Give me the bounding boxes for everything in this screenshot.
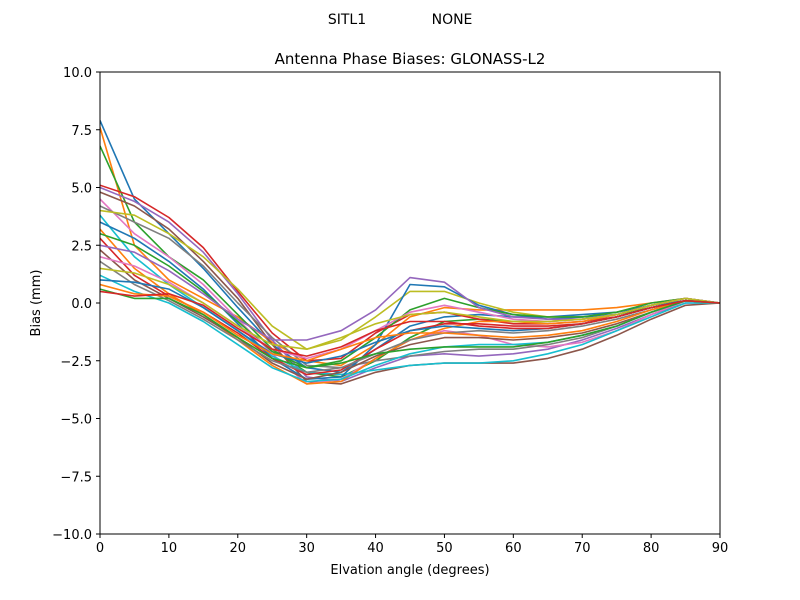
x-tick-label: 60	[505, 541, 522, 556]
y-tick-label: 2.5	[71, 239, 92, 254]
y-tick-label: 10.0	[63, 66, 92, 81]
y-tick-label: 0.0	[71, 297, 92, 312]
series-line-19	[100, 267, 720, 351]
series-line-2	[100, 127, 720, 367]
series-line-23	[100, 288, 720, 369]
x-axis-ticks: 0 10 20 30 40 50 60 70 80 90	[96, 534, 728, 556]
x-tick-label: 90	[712, 541, 729, 556]
series-line-13	[100, 232, 720, 369]
suptitle-right: NONE	[432, 12, 473, 28]
y-tick-label: −10.0	[52, 528, 92, 543]
x-tick-label: 20	[230, 541, 247, 556]
y-tick-label: 7.5	[71, 124, 92, 139]
series-line-16	[100, 249, 720, 381]
series-line-18	[100, 260, 720, 374]
x-tick-label: 50	[436, 541, 453, 556]
y-tick-label: 5.0	[71, 182, 92, 197]
x-tick-label: 70	[574, 541, 591, 556]
x-axis-label: Elvation angle (degrees)	[330, 563, 489, 578]
x-tick-label: 30	[298, 541, 315, 556]
y-tick-label: −2.5	[60, 355, 92, 370]
suptitle-left: SITL1	[328, 12, 366, 28]
x-tick-label: 80	[643, 541, 660, 556]
y-tick-label: −5.0	[60, 413, 92, 428]
series-layer	[100, 120, 720, 385]
series-line-24	[100, 290, 720, 357]
x-tick-label: 40	[367, 541, 384, 556]
x-tick-label: 0	[96, 541, 104, 556]
y-axis-label: Bias (mm)	[29, 270, 44, 337]
chart-title: Antenna Phase Biases: GLONASS-L2	[275, 50, 546, 68]
y-tick-label: −7.5	[60, 470, 92, 485]
y-axis-ticks: −10.0 −7.5 −5.0 −2.5 0.0 2.5 5.0 7.5 10.0	[52, 66, 100, 543]
plot-area: 0 10 20 30 40 50 60 70 80 90 −10.0 −7.5 −5.0 −2.5 0.0…	[52, 66, 728, 556]
x-tick-label: 10	[161, 541, 178, 556]
series-line-22	[100, 283, 720, 362]
